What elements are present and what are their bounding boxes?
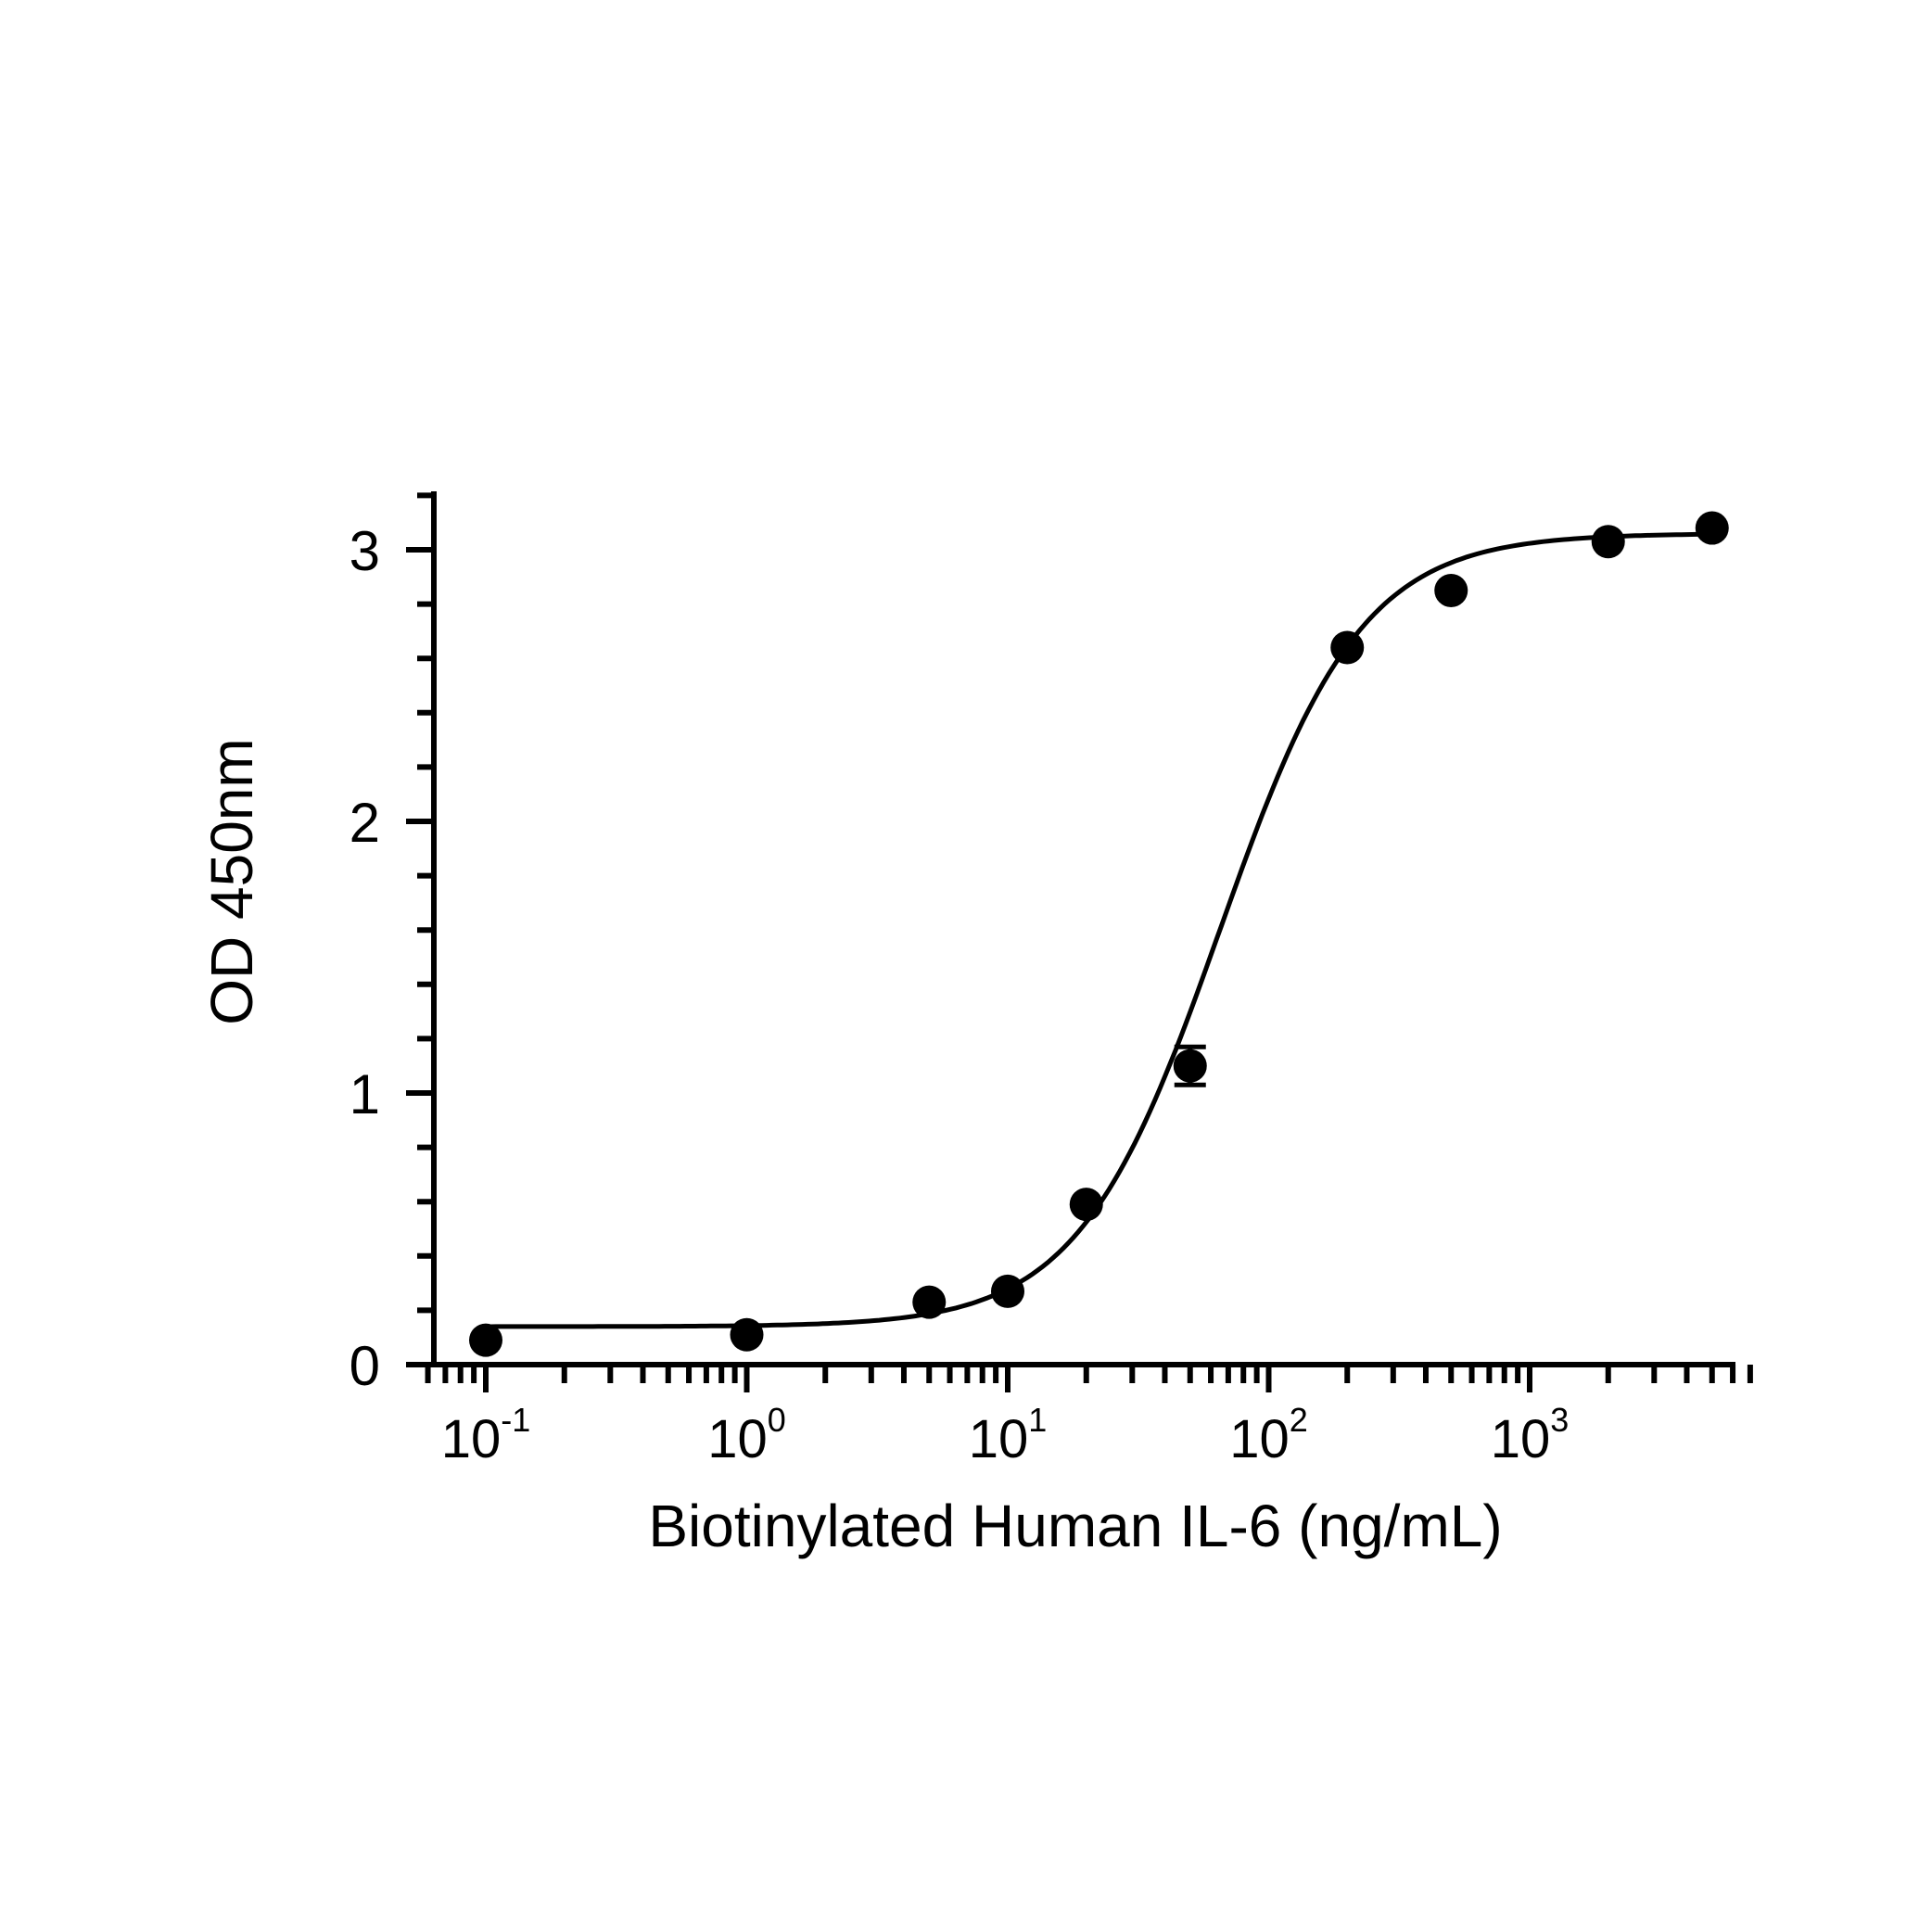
y-axis: 0 1 2 3	[350, 491, 437, 1397]
x-tick-label: 100	[707, 1401, 786, 1469]
x-tick-label: 101	[969, 1401, 1048, 1469]
data-points	[469, 511, 1729, 1357]
y-axis-label: OD 450nm	[198, 738, 265, 1024]
y-tick-label: 0	[350, 1335, 380, 1397]
data-point	[1330, 630, 1365, 665]
x-tick-label: 103	[1491, 1401, 1570, 1469]
data-point	[469, 1323, 502, 1357]
data-point	[1434, 573, 1468, 607]
data-point	[1695, 511, 1729, 545]
y-tick-label: 1	[350, 1063, 380, 1125]
data-point	[1591, 525, 1625, 559]
data-point	[1069, 1188, 1103, 1222]
x-tick-label: 10-1	[441, 1401, 531, 1469]
x-axis-label: Biotinylated Human IL-6 (ng/mL)	[648, 1493, 1502, 1559]
data-point	[991, 1274, 1024, 1308]
data-point	[730, 1317, 764, 1352]
data-point	[912, 1285, 947, 1319]
x-axis: 10-1 100 101 102 103	[425, 1362, 1753, 1469]
y-tick-label: 2	[350, 792, 380, 854]
y-tick-label: 3	[350, 520, 380, 582]
x-tick-label: 102	[1229, 1401, 1308, 1469]
data-point	[1173, 1049, 1207, 1083]
